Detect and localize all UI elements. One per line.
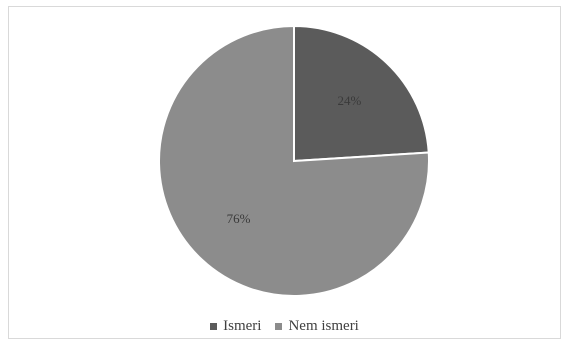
data-label-ismeri: 24% (338, 93, 362, 108)
data-label-nem-ismeri: 76% (227, 211, 251, 226)
legend-item-ismeri: Ismeri (210, 318, 261, 335)
pie-slices (158, 24, 430, 297)
pie-data-labels: 24% 76% (227, 93, 362, 226)
pie-slice-ismeri (293, 24, 430, 163)
legend-swatch-ismeri (210, 323, 218, 330)
pie-slice-nem-ismeri (158, 24, 430, 297)
legend-item-nem-ismeri: Nem ismeri (275, 318, 359, 335)
legend: Ismeri Nem ismeri (0, 318, 569, 335)
legend-label-ismeri: Ismeri (223, 318, 262, 334)
legend-swatch-nem-ismeri (275, 323, 283, 330)
legend-label-nem-ismeri: Nem ismeri (288, 318, 359, 334)
